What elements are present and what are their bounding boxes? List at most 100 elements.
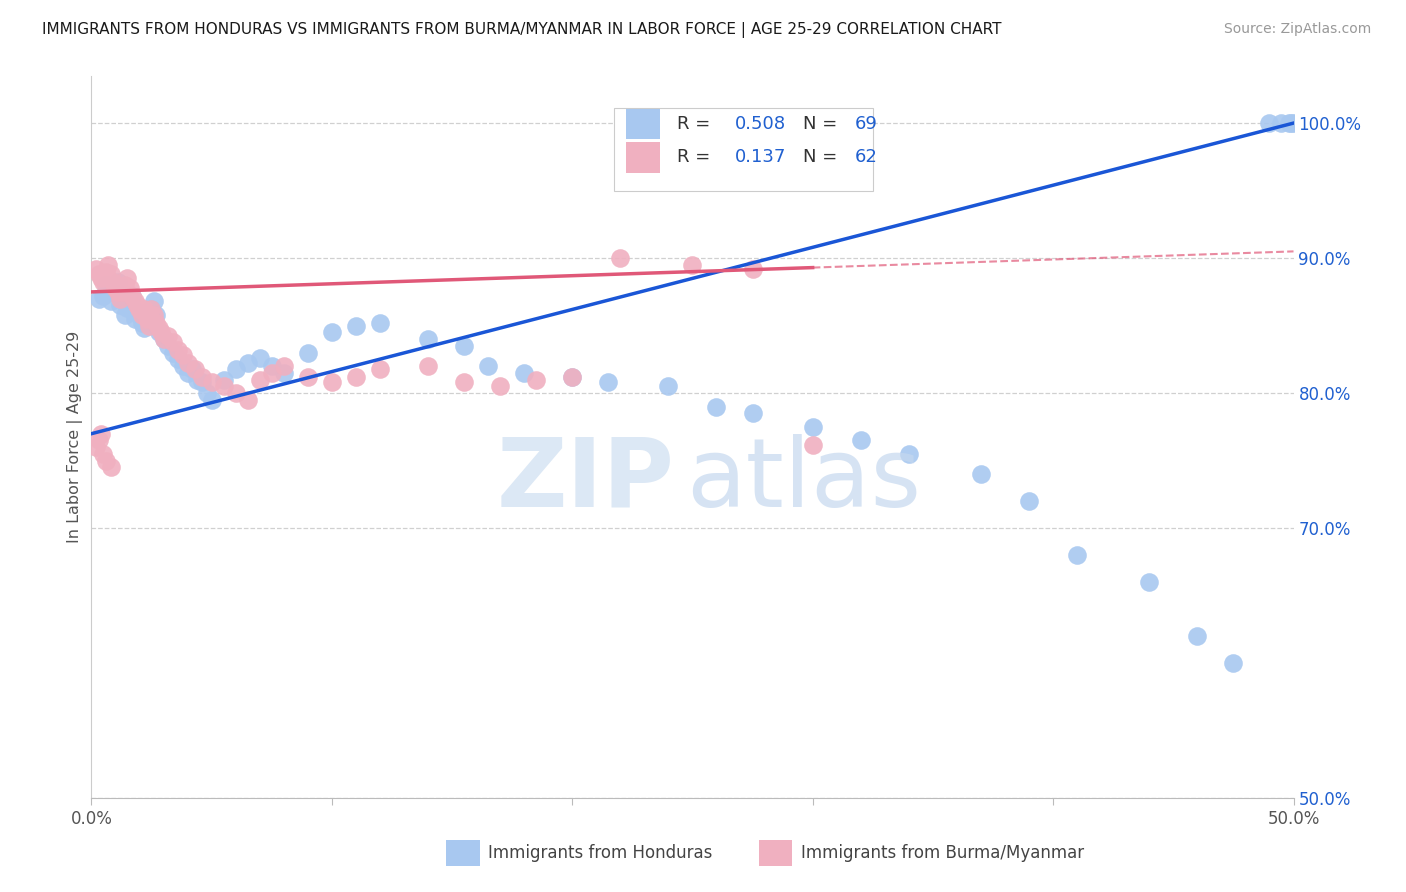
- Point: [100, 294, 122, 309]
- Point: [114, 308, 136, 322]
- Point: [148, 321, 170, 335]
- Point: [212, 373, 235, 387]
- Point: [110, 298, 132, 312]
- Point: [138, 316, 160, 330]
- Point: [344, 370, 367, 384]
- Point: [195, 386, 218, 401]
- Point: [138, 318, 160, 333]
- Point: [260, 366, 283, 380]
- Point: [453, 339, 475, 353]
- Point: [121, 289, 143, 303]
- Point: [970, 467, 993, 482]
- Point: [128, 302, 150, 317]
- Point: [135, 312, 157, 326]
- Point: [162, 334, 184, 349]
- Point: [897, 447, 920, 461]
- Point: [152, 332, 174, 346]
- Point: [741, 262, 763, 277]
- Point: [344, 318, 367, 333]
- Point: [117, 271, 139, 285]
- Point: [225, 362, 247, 376]
- Point: [561, 370, 583, 384]
- Point: [201, 392, 224, 407]
- Point: [321, 376, 343, 390]
- Point: [110, 292, 132, 306]
- Point: [125, 298, 148, 312]
- Point: [368, 316, 391, 330]
- Bar: [626, 143, 659, 173]
- Point: [1278, 116, 1301, 130]
- Point: [297, 345, 319, 359]
- Point: [1222, 657, 1244, 671]
- Point: [104, 281, 127, 295]
- Text: 0.508: 0.508: [734, 115, 786, 133]
- Point: [201, 376, 224, 390]
- Point: [657, 379, 679, 393]
- Point: [124, 312, 146, 326]
- Point: [1137, 575, 1160, 590]
- Point: [260, 359, 283, 374]
- Point: [90, 426, 112, 441]
- Text: 62: 62: [855, 148, 877, 167]
- Point: [453, 376, 475, 390]
- Point: [84, 440, 107, 454]
- Text: 0.137: 0.137: [734, 148, 786, 167]
- Point: [87, 292, 110, 306]
- Point: [191, 370, 214, 384]
- Point: [191, 376, 214, 390]
- Point: [297, 370, 319, 384]
- Point: [142, 308, 165, 322]
- Point: [849, 434, 872, 448]
- Point: [184, 362, 207, 376]
- Point: [93, 276, 115, 290]
- Text: Immigrants from Burma/Myanmar: Immigrants from Burma/Myanmar: [800, 844, 1084, 862]
- Point: [104, 281, 127, 295]
- Point: [273, 366, 295, 380]
- Point: [598, 376, 620, 390]
- Point: [477, 359, 499, 374]
- Point: [118, 294, 141, 309]
- Point: [125, 305, 148, 319]
- Point: [101, 285, 124, 299]
- Point: [801, 437, 824, 451]
- Point: [176, 356, 198, 370]
- Text: Immigrants from Honduras: Immigrants from Honduras: [488, 844, 713, 862]
- Point: [100, 268, 122, 282]
- Bar: [759, 839, 792, 865]
- Point: [236, 356, 259, 370]
- Point: [249, 351, 271, 365]
- Point: [236, 392, 259, 407]
- Point: [167, 343, 190, 357]
- Text: atlas: atlas: [686, 434, 921, 527]
- Point: [93, 447, 115, 461]
- Point: [124, 294, 146, 309]
- Point: [134, 321, 156, 335]
- Point: [84, 262, 107, 277]
- Point: [101, 276, 124, 290]
- Point: [706, 400, 728, 414]
- Point: [142, 294, 165, 309]
- Point: [181, 362, 204, 376]
- Point: [186, 373, 208, 387]
- Y-axis label: In Labor Force | Age 25-29: In Labor Force | Age 25-29: [67, 331, 83, 543]
- Point: [1066, 548, 1088, 562]
- Point: [150, 326, 173, 340]
- Point: [157, 339, 180, 353]
- Point: [368, 362, 391, 376]
- Point: [513, 366, 536, 380]
- Point: [141, 302, 163, 317]
- Point: [1018, 494, 1040, 508]
- Text: R =: R =: [676, 148, 721, 167]
- Point: [134, 302, 156, 317]
- Point: [172, 359, 194, 374]
- Point: [145, 316, 167, 330]
- Text: ZIP: ZIP: [496, 434, 675, 527]
- Text: R =: R =: [676, 115, 716, 133]
- Point: [273, 359, 295, 374]
- Point: [157, 329, 180, 343]
- Text: N =: N =: [803, 115, 844, 133]
- Point: [801, 420, 824, 434]
- Point: [489, 379, 512, 393]
- Point: [118, 281, 141, 295]
- Point: [152, 332, 174, 346]
